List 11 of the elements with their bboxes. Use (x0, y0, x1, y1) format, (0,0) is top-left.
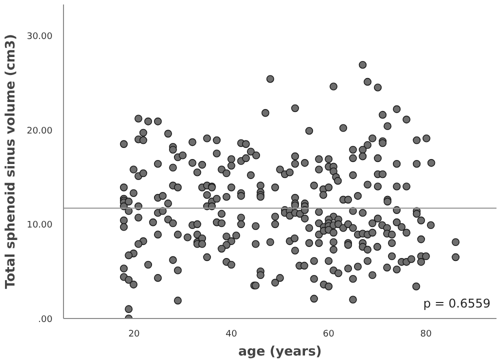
y-tick-label: 30.00 (26, 32, 53, 42)
x-tick-label: 80 (420, 330, 432, 340)
x-tick-label: 60 (322, 330, 335, 340)
x-axis-title: age (years) (238, 344, 322, 360)
y-tick-label: 20.00 (26, 126, 53, 136)
x-tick-label: 40 (226, 330, 238, 340)
y-tick-label: .00 (38, 315, 53, 325)
annotation: p = 0.6559 (423, 296, 491, 310)
y-axis-title: Total sphenoid sinus volume (cm3) (4, 34, 19, 289)
x-tick-label: 20 (128, 330, 140, 340)
y-tick-label: 10.00 (26, 220, 53, 231)
